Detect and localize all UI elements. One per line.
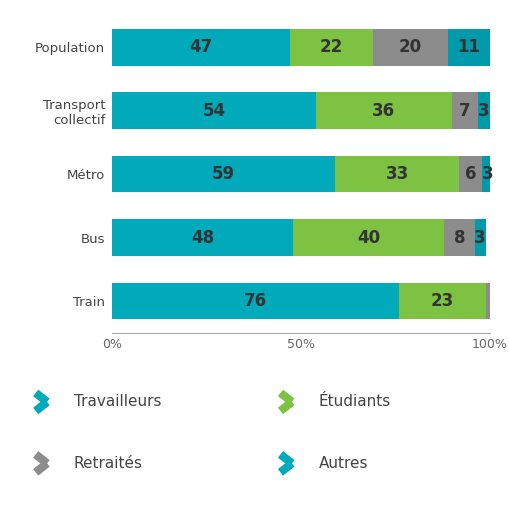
- Text: 6: 6: [464, 165, 475, 183]
- Bar: [447, 29, 489, 66]
- Text: 36: 36: [372, 101, 394, 120]
- Text: 20: 20: [398, 38, 421, 56]
- Bar: [112, 29, 289, 66]
- Bar: [293, 219, 443, 256]
- Text: 33: 33: [385, 165, 408, 183]
- Text: Travailleurs: Travailleurs: [74, 394, 161, 410]
- Text: Étudiants: Étudiants: [318, 394, 390, 410]
- Bar: [473, 219, 485, 256]
- Bar: [398, 283, 485, 319]
- Text: 8: 8: [453, 228, 464, 247]
- Text: 7: 7: [459, 101, 470, 120]
- Text: 3: 3: [477, 101, 489, 120]
- Text: 40: 40: [357, 228, 380, 247]
- Text: 22: 22: [319, 38, 342, 56]
- Text: Retraités: Retraités: [74, 456, 143, 471]
- Bar: [316, 92, 451, 129]
- Text: 76: 76: [244, 292, 267, 310]
- Bar: [289, 29, 372, 66]
- Bar: [112, 92, 316, 129]
- Bar: [451, 92, 477, 129]
- Text: 54: 54: [202, 101, 225, 120]
- Bar: [459, 156, 481, 193]
- Text: Autres: Autres: [318, 456, 367, 471]
- Bar: [112, 219, 293, 256]
- Text: 59: 59: [212, 165, 235, 183]
- Bar: [443, 219, 473, 256]
- Bar: [112, 156, 334, 193]
- Text: 47: 47: [189, 38, 212, 56]
- Text: 23: 23: [430, 292, 453, 310]
- Text: 3: 3: [481, 165, 493, 183]
- Bar: [485, 283, 489, 319]
- Bar: [481, 156, 492, 193]
- Text: 48: 48: [191, 228, 214, 247]
- Text: 3: 3: [473, 228, 485, 247]
- Bar: [477, 92, 489, 129]
- Bar: [372, 29, 447, 66]
- Bar: [112, 283, 398, 319]
- Text: 11: 11: [457, 38, 479, 56]
- Bar: [334, 156, 459, 193]
